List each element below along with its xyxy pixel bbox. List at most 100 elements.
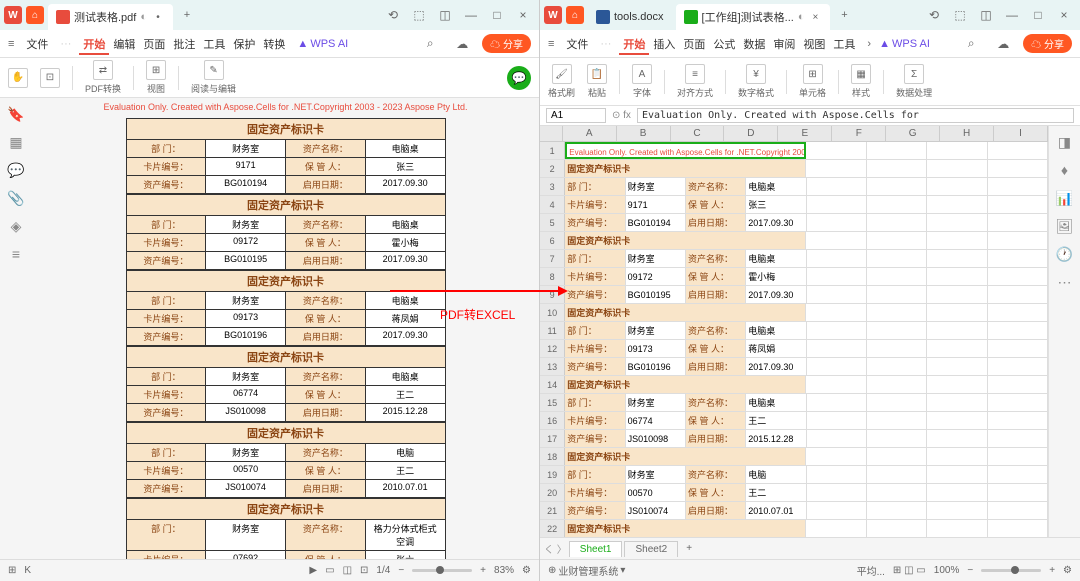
wps-ai-button-r[interactable]: ▲ WPS AI (879, 38, 930, 50)
tool-paste[interactable]: 📋粘贴 (587, 64, 607, 99)
excel-cell[interactable] (927, 232, 987, 249)
excel-cell[interactable]: 资产编号： (565, 358, 625, 375)
tool-cell[interactable]: ⊞单元格 (799, 64, 826, 99)
excel-cell[interactable]: JS010074 (626, 502, 686, 519)
excel-cell[interactable]: 固定资产标识卡 (565, 160, 806, 177)
menu-file-r[interactable]: 文件 (562, 34, 592, 54)
excel-cell[interactable] (927, 502, 987, 519)
excel-cell[interactable]: 资产名称： (686, 466, 746, 483)
menu-item-1[interactable]: 编辑 (109, 37, 139, 53)
excel-cell[interactable]: 卡片编号： (565, 340, 625, 357)
formula-input[interactable]: Evaluation Only. Created with Aspose.Cel… (637, 108, 1074, 123)
excel-cell[interactable] (927, 376, 987, 393)
excel-cell[interactable] (807, 268, 867, 285)
excel-cell[interactable] (867, 430, 927, 447)
excel-cell[interactable] (988, 502, 1048, 519)
excel-cell[interactable] (927, 448, 987, 465)
row-header[interactable]: 20 (540, 484, 565, 501)
excel-cell[interactable]: 卡片编号： (565, 412, 625, 429)
excel-cell[interactable] (867, 376, 927, 393)
excel-cell[interactable] (807, 196, 867, 213)
menu-item-r-5[interactable]: 审阅 (769, 37, 799, 53)
excel-cell[interactable]: 启用日期： (686, 430, 746, 447)
excel-cell[interactable] (807, 340, 867, 357)
settings-icon[interactable]: ⚙ (522, 565, 531, 576)
excel-cell[interactable]: 财务室 (626, 250, 686, 267)
menu-item-r-2[interactable]: 页面 (679, 37, 709, 53)
menu-item-r-7[interactable]: 工具 (829, 37, 859, 53)
wps-ai-button[interactable]: ▲ WPS AI (297, 38, 348, 50)
excel-cell[interactable]: 卡片编号： (565, 268, 625, 285)
excel-cell[interactable] (867, 448, 927, 465)
tool-select[interactable]: ⊡ (40, 68, 60, 88)
tab-close-icon-r[interactable]: × (808, 10, 822, 24)
excel-cell[interactable] (867, 250, 927, 267)
excel-cell[interactable] (807, 412, 867, 429)
tool-align[interactable]: ≡对齐方式 (677, 64, 713, 99)
maximize-button-r[interactable]: □ (1026, 3, 1050, 27)
excel-cell[interactable] (927, 178, 987, 195)
cloud-icon[interactable]: ☁ (450, 32, 474, 56)
excel-cell[interactable] (807, 286, 867, 303)
excel-cell[interactable] (807, 394, 867, 411)
excel-cell[interactable] (988, 214, 1048, 231)
zoom-in[interactable]: + (480, 565, 486, 576)
excel-cell[interactable] (867, 178, 927, 195)
excel-cell[interactable]: 2017.09.30 (746, 358, 806, 375)
zoom-level[interactable]: 83% (494, 565, 514, 576)
excel-cell[interactable] (988, 448, 1048, 465)
excel-cell[interactable] (867, 466, 927, 483)
row-header[interactable]: 17 (540, 430, 565, 447)
row-header[interactable]: 21 (540, 502, 565, 519)
cell-reference-input[interactable] (546, 108, 606, 123)
excel-cell[interactable]: 部 门： (565, 322, 625, 339)
row-header[interactable]: 2 (540, 160, 565, 177)
excel-cell[interactable]: 资产名称： (686, 322, 746, 339)
home-icon-r[interactable]: ⌂ (566, 6, 584, 24)
excel-cell[interactable] (988, 520, 1048, 537)
panel-style-icon[interactable]: ♦ (1057, 162, 1073, 178)
search-icon-r[interactable]: ⌕ (959, 32, 983, 56)
excel-cell[interactable] (927, 304, 987, 321)
excel-cell[interactable] (867, 412, 927, 429)
row-header[interactable]: 8 (540, 268, 565, 285)
excel-cell[interactable] (807, 178, 867, 195)
row-header[interactable]: 13 (540, 358, 565, 375)
column-header[interactable]: E (778, 126, 832, 141)
tab-close-icon[interactable]: • (151, 10, 165, 24)
excel-cell[interactable] (927, 160, 987, 177)
bookmark-icon[interactable]: 🔖 (8, 106, 24, 122)
excel-cell[interactable]: 2017.09.30 (746, 214, 806, 231)
tool-format-painter[interactable]: 🖌格式刷 (548, 64, 575, 99)
excel-cell[interactable]: 启用日期： (686, 214, 746, 231)
sync-icon-r[interactable]: ⟲ (922, 3, 946, 27)
menu-item-4[interactable]: 工具 (199, 37, 229, 53)
excel-cell[interactable] (806, 232, 866, 249)
settings-icon-r[interactable]: ⚙ (1063, 565, 1072, 576)
excel-cell[interactable] (927, 340, 987, 357)
excel-cell[interactable] (988, 160, 1048, 177)
excel-cell[interactable]: 06774 (626, 412, 686, 429)
sheet-add-button[interactable]: + (680, 543, 698, 554)
excel-cell[interactable]: 2017.09.30 (746, 286, 806, 303)
excel-cell[interactable] (867, 160, 927, 177)
excel-cell[interactable]: 王二 (746, 484, 806, 501)
comment-icon[interactable]: 💬 (8, 162, 24, 178)
tool-pdf-convert[interactable]: ⇄PDF转换 (85, 60, 121, 95)
excel-cell[interactable] (988, 340, 1048, 357)
excel-cell[interactable]: 资产名称： (686, 250, 746, 267)
tool-font[interactable]: A字体 (632, 64, 652, 99)
excel-cell[interactable]: 部 门： (565, 250, 625, 267)
cloud-icon-r[interactable]: ☁ (991, 32, 1015, 56)
excel-cell[interactable]: Evaluation Only. Created with Aspose.Cel… (565, 142, 806, 159)
row-header[interactable]: 10 (540, 304, 565, 321)
share-button-r[interactable]: ☁ 分享 (1023, 34, 1072, 53)
tab-add-button[interactable]: + (177, 9, 197, 21)
excel-cell[interactable] (867, 502, 927, 519)
tool-data[interactable]: Σ数据处理 (896, 64, 932, 99)
excel-cell[interactable] (927, 430, 987, 447)
excel-cell[interactable]: 启用日期： (686, 286, 746, 303)
excel-cell[interactable] (807, 430, 867, 447)
excel-cell[interactable] (927, 214, 987, 231)
menu-hamburger-icon[interactable]: ≡ (8, 38, 14, 50)
